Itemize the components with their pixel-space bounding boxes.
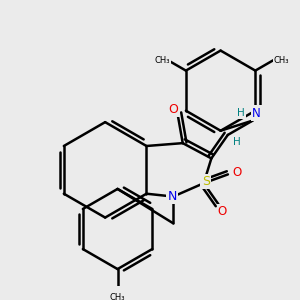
Text: H: H	[237, 108, 245, 118]
Text: H: H	[233, 136, 241, 147]
Text: S: S	[202, 175, 210, 188]
Text: CH₃: CH₃	[110, 293, 125, 300]
Text: O: O	[169, 103, 178, 116]
Text: O: O	[218, 206, 227, 218]
Text: N: N	[252, 106, 261, 119]
Text: O: O	[233, 166, 242, 179]
Text: CH₃: CH₃	[154, 56, 170, 64]
Text: CH₃: CH₃	[273, 56, 289, 64]
Text: N: N	[167, 190, 177, 203]
